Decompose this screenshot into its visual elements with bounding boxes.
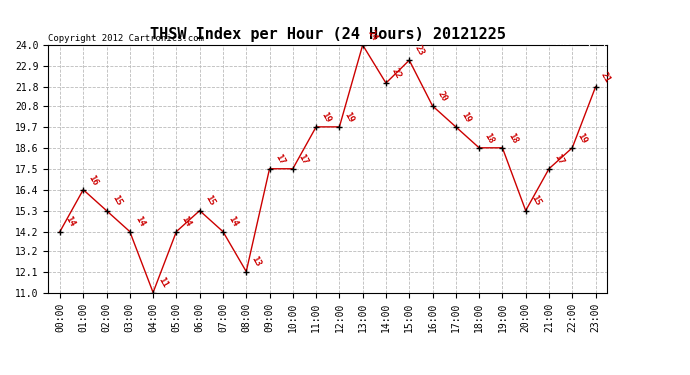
Text: THSW  (°F): THSW (°F) — [555, 38, 608, 47]
Text: 20: 20 — [436, 89, 449, 103]
Text: 13: 13 — [250, 255, 263, 269]
Text: 19: 19 — [319, 110, 333, 124]
Text: 15: 15 — [110, 194, 124, 208]
Text: 24: 24 — [366, 28, 380, 42]
Text: 14: 14 — [180, 215, 193, 229]
Text: 17: 17 — [273, 152, 286, 166]
Text: 23: 23 — [413, 44, 426, 57]
Title: THSW Index per Hour (24 Hours) 20121225: THSW Index per Hour (24 Hours) 20121225 — [150, 27, 506, 42]
Text: 15: 15 — [203, 194, 217, 208]
Text: 17: 17 — [296, 152, 310, 166]
Text: 17: 17 — [553, 152, 566, 166]
Text: 11: 11 — [157, 276, 170, 290]
Text: Copyright 2012 Cartronics.com: Copyright 2012 Cartronics.com — [48, 33, 204, 42]
Text: 22: 22 — [389, 66, 403, 80]
Text: 15: 15 — [529, 194, 542, 208]
Text: 19: 19 — [575, 131, 589, 145]
Text: 18: 18 — [506, 131, 519, 145]
Text: 16: 16 — [87, 173, 100, 187]
Text: 18: 18 — [482, 131, 496, 145]
Text: 14: 14 — [226, 215, 239, 229]
Text: 19: 19 — [460, 110, 473, 124]
Text: 19: 19 — [343, 110, 356, 124]
Text: 21: 21 — [599, 70, 612, 84]
Text: 14: 14 — [133, 215, 146, 229]
Text: 14: 14 — [63, 215, 77, 229]
